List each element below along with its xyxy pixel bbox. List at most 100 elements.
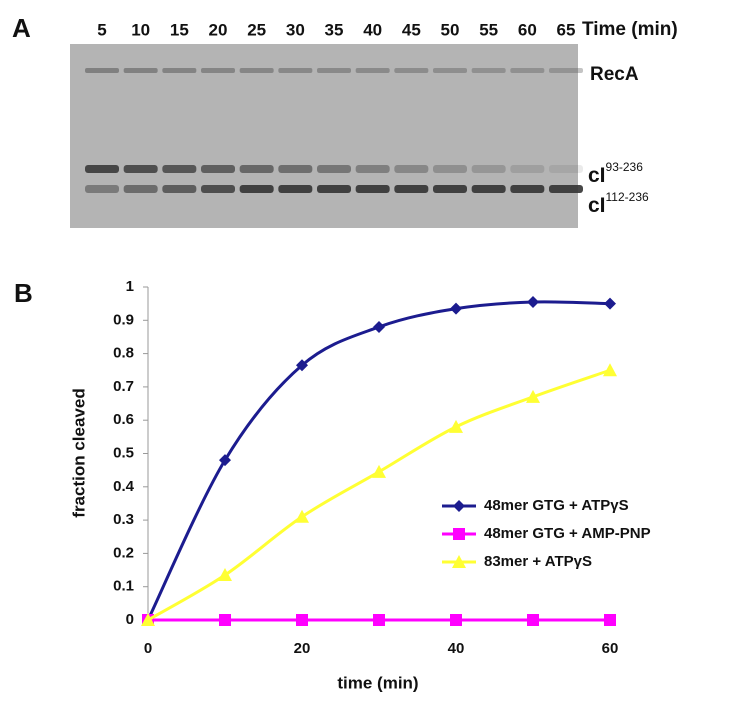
y-tick-label: 0.9 (113, 311, 134, 328)
marker (219, 614, 231, 626)
y-tick-label: 0.4 (113, 478, 135, 495)
band-label: cI112-236 (588, 190, 649, 216)
marker (372, 464, 386, 478)
marker (218, 568, 232, 582)
gel-band (123, 68, 158, 73)
marker (449, 419, 463, 433)
gel-band (471, 68, 506, 73)
gel-band (239, 185, 274, 193)
lane-label: 55 (479, 20, 498, 39)
lane-axis-label: Time (min) (582, 19, 678, 40)
gel-band (278, 165, 313, 173)
gel-band (355, 68, 390, 73)
y-tick-label: 0.8 (113, 345, 134, 362)
gel-band (123, 165, 158, 173)
marker (141, 613, 155, 626)
gel-band (510, 185, 545, 193)
legend-label: 48mer GTG + ATPγS (484, 497, 629, 514)
lane-label: 35 (325, 20, 344, 39)
x-axis-label: time (min) (337, 673, 418, 692)
lane-label: 10 (131, 20, 150, 39)
gel-band (433, 165, 467, 173)
panel-label: B (14, 278, 33, 308)
gel-band (201, 165, 235, 173)
marker (219, 454, 231, 467)
y-tick-label: 0 (126, 611, 134, 628)
x-tick-label: 20 (294, 640, 311, 657)
gel-band (394, 185, 429, 193)
x-tick-label: 0 (144, 640, 152, 657)
lane-label: 50 (441, 20, 460, 39)
gel-band (278, 185, 313, 193)
gel-band (394, 165, 429, 173)
gel-band (355, 165, 390, 173)
marker (453, 500, 465, 512)
gel-band (85, 165, 119, 173)
band-sup: 93-236 (606, 160, 644, 174)
marker (453, 528, 465, 540)
gel-band (278, 68, 313, 73)
y-tick-label: 0.7 (113, 378, 134, 395)
gel (70, 44, 578, 228)
lane-label: 60 (518, 20, 537, 39)
series-line (147, 368, 611, 622)
gel-band (85, 185, 119, 193)
lane-label: 40 (363, 20, 382, 39)
lane-label: 5 (97, 20, 106, 39)
gel-band (549, 185, 583, 193)
gel-band (510, 68, 545, 73)
gel-band (162, 165, 197, 173)
marker (296, 614, 308, 626)
gel-band (239, 165, 274, 173)
band-label: RecA (590, 64, 639, 85)
gel-band (317, 165, 351, 173)
series-line (146, 300, 611, 621)
band-name: cI (588, 194, 606, 217)
x-tick-label: 40 (448, 640, 465, 657)
gel-band (239, 68, 274, 73)
marker (526, 389, 540, 403)
gel-band (471, 185, 506, 193)
y-tick-label: 0.2 (113, 544, 134, 561)
gel-band (162, 68, 197, 73)
marker (604, 614, 616, 626)
gel-band (394, 68, 429, 73)
legend-label: 83mer + ATPγS (484, 553, 592, 570)
gel-band (317, 68, 351, 73)
gel-band (201, 68, 235, 73)
gel-band (433, 185, 467, 193)
gel-band (123, 185, 158, 193)
marker (295, 509, 309, 523)
y-axis-label: fraction cleaved (69, 388, 88, 517)
gel-band (433, 68, 467, 73)
marker (450, 614, 462, 626)
legend-label: 48mer GTG + AMP-PNP (484, 525, 651, 542)
marker (452, 555, 466, 568)
lane-label: 30 (286, 20, 305, 39)
marker (373, 320, 385, 333)
band-label: cI93-236 (588, 160, 643, 186)
marker (373, 614, 385, 626)
gel-band (471, 165, 506, 173)
y-tick-label: 1 (126, 278, 134, 295)
marker (527, 614, 539, 626)
gel-band (85, 68, 119, 73)
gel-band (549, 165, 583, 173)
band-name: cI (588, 164, 606, 187)
lane-label: 65 (557, 20, 576, 39)
y-tick-label: 0.1 (113, 578, 134, 595)
y-tick-label: 0.5 (113, 444, 134, 461)
marker (603, 363, 617, 377)
gel-band (355, 185, 390, 193)
marker (450, 302, 462, 315)
gel-band (510, 165, 545, 173)
lane-label: 15 (170, 20, 189, 39)
gel-band (201, 185, 235, 193)
y-tick-label: 0.6 (113, 411, 134, 428)
marker (296, 359, 308, 372)
marker (604, 297, 616, 310)
lane-label: 20 (209, 20, 228, 39)
gel-band (162, 185, 197, 193)
lane-label: 45 (402, 20, 421, 39)
